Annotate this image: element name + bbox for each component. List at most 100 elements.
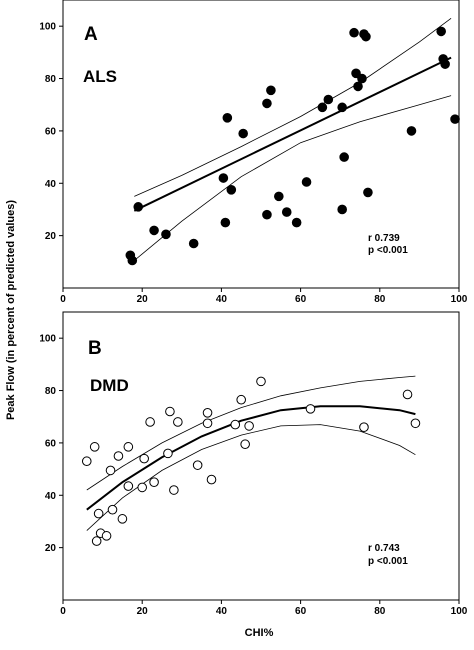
axis-ticks: 0 20 40 60 80 100 20 40 60 80 100 bbox=[39, 334, 467, 617]
data-point bbox=[337, 102, 347, 113]
data-point bbox=[133, 202, 144, 212]
y-tick-label: 100 bbox=[39, 334, 56, 345]
data-point bbox=[218, 173, 229, 183]
data-point bbox=[139, 453, 149, 464]
data-point bbox=[406, 126, 417, 136]
data-point bbox=[256, 376, 266, 387]
data-point bbox=[169, 485, 179, 495]
y-tick-label: 20 bbox=[45, 543, 57, 554]
data-point bbox=[188, 238, 199, 249]
data-point bbox=[145, 417, 155, 427]
data-points bbox=[81, 376, 421, 546]
data-point bbox=[163, 448, 173, 459]
y-tick-label: 80 bbox=[45, 74, 57, 85]
data-point bbox=[107, 504, 118, 515]
plot-frame bbox=[62, 311, 460, 601]
fit-line-group bbox=[133, 56, 452, 212]
data-point bbox=[450, 114, 460, 124]
data-point bbox=[117, 514, 128, 524]
data-point bbox=[301, 177, 312, 187]
data-point bbox=[291, 217, 302, 228]
x-tick-label: 40 bbox=[216, 294, 228, 305]
data-point bbox=[165, 406, 175, 417]
data-point bbox=[262, 98, 272, 109]
data-point bbox=[351, 68, 361, 79]
y-axis-title: Peak Flow (in percent of predicted value… bbox=[5, 200, 17, 420]
data-point bbox=[127, 255, 138, 266]
data-point bbox=[206, 474, 217, 485]
y-tick-label: 40 bbox=[45, 491, 57, 502]
fit-line bbox=[86, 405, 416, 511]
y-tick-label: 60 bbox=[45, 126, 57, 137]
data-points bbox=[125, 26, 460, 266]
data-point bbox=[240, 439, 250, 450]
x-tick-label: 60 bbox=[295, 606, 307, 617]
data-point bbox=[161, 229, 171, 240]
data-point bbox=[349, 27, 359, 38]
x-tick-label: 0 bbox=[60, 606, 66, 617]
data-point bbox=[266, 85, 276, 96]
confidence-bands bbox=[86, 375, 416, 531]
data-point bbox=[192, 460, 203, 470]
data-point bbox=[91, 536, 102, 546]
data-point bbox=[274, 191, 284, 202]
panel-als: 0 20 40 60 80 100 20 40 60 80 100 A ALS r 0.739 p … bbox=[39, 0, 468, 305]
confidence-bands bbox=[134, 17, 452, 261]
lower-confidence-band bbox=[86, 424, 416, 531]
data-point bbox=[353, 81, 363, 92]
panel-dmd: 0 20 40 60 80 100 20 40 60 80 100 B DMD r 0.743 p … bbox=[39, 311, 468, 617]
data-point bbox=[281, 207, 292, 217]
data-point bbox=[363, 187, 373, 198]
y-tick-label: 80 bbox=[45, 386, 57, 397]
data-point bbox=[357, 73, 367, 84]
y-tick-label: 40 bbox=[45, 179, 57, 190]
stat-p: p <0.001 bbox=[368, 556, 408, 567]
lower-confidence-band bbox=[134, 95, 452, 261]
data-point bbox=[317, 102, 328, 113]
data-point bbox=[244, 421, 254, 431]
stat-r: r 0.739 bbox=[368, 233, 400, 244]
data-point bbox=[113, 451, 124, 461]
data-point bbox=[101, 531, 112, 541]
data-point bbox=[238, 128, 248, 139]
data-point bbox=[402, 389, 413, 400]
y-tick-label: 100 bbox=[39, 22, 56, 33]
x-tick-label: 0 bbox=[60, 294, 66, 305]
x-tick-label: 80 bbox=[374, 606, 386, 617]
data-point bbox=[436, 26, 446, 37]
data-point bbox=[173, 417, 183, 427]
data-point bbox=[337, 204, 347, 215]
data-point bbox=[323, 94, 334, 105]
data-point bbox=[236, 394, 246, 405]
x-tick-label: 100 bbox=[451, 606, 468, 617]
data-point bbox=[410, 418, 421, 429]
data-point bbox=[262, 209, 272, 220]
data-point bbox=[123, 481, 134, 491]
data-point bbox=[89, 442, 100, 452]
axis-ticks: 0 20 40 60 80 100 20 40 60 80 100 bbox=[39, 22, 467, 305]
fit-line-group bbox=[86, 405, 416, 511]
data-point bbox=[81, 456, 92, 467]
x-tick-label: 60 bbox=[295, 294, 307, 305]
data-point bbox=[93, 508, 104, 519]
data-point bbox=[359, 422, 369, 433]
data-point bbox=[230, 419, 241, 430]
plot-frame bbox=[62, 0, 460, 289]
data-point bbox=[305, 404, 316, 414]
x-axis-title: CHI% bbox=[245, 627, 274, 639]
data-point bbox=[149, 477, 159, 487]
panel-letter: A bbox=[84, 24, 98, 45]
data-point bbox=[149, 225, 159, 236]
data-point bbox=[202, 408, 213, 418]
data-point bbox=[123, 442, 134, 452]
stat-r: r 0.743 bbox=[368, 543, 400, 554]
data-point bbox=[361, 31, 371, 42]
data-point bbox=[105, 465, 116, 476]
x-tick-label: 40 bbox=[216, 606, 228, 617]
data-point bbox=[220, 217, 231, 228]
data-point bbox=[222, 113, 233, 123]
panel-letter: B bbox=[88, 338, 102, 359]
data-point bbox=[137, 482, 147, 493]
y-tick-label: 60 bbox=[45, 438, 57, 449]
